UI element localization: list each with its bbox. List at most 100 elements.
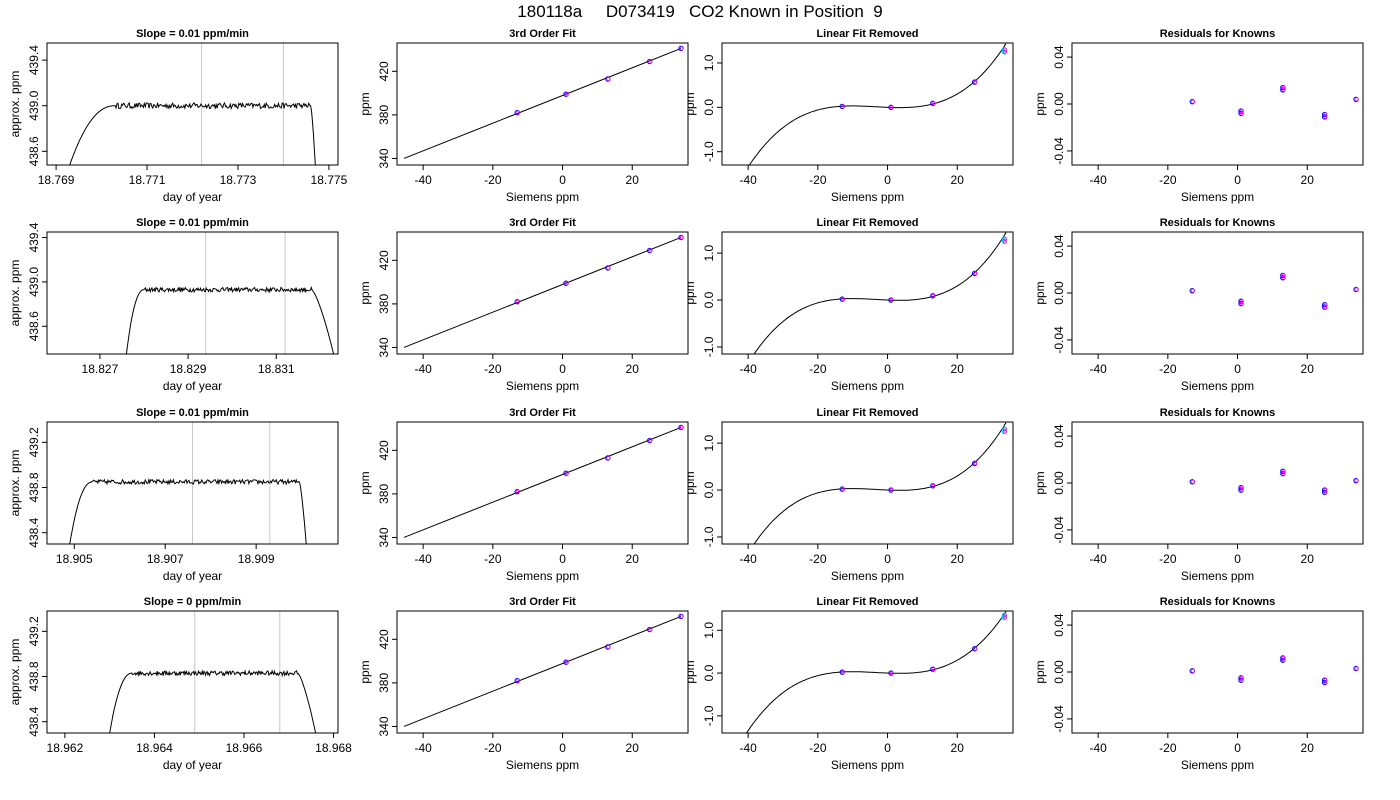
x-tick-label: -20 (484, 741, 502, 755)
x-tick-label: 18.775 (311, 173, 348, 187)
chart-panel: Residuals for Knowns Siemens ppm ppm -40 -20… (1033, 28, 1364, 204)
chart-panel: Residuals for Knowns Siemens ppm ppm -40 -20… (1033, 217, 1364, 393)
plot-frame (46, 421, 339, 545)
plot-frame (721, 610, 1014, 734)
chart-panel: Linear Fit Removed Siemens ppm ppm -40 -20 0 2… (683, 596, 1014, 772)
fit-curve (753, 232, 1007, 354)
data-point-overlay (606, 644, 611, 649)
x-tick-label: 18.909 (238, 552, 275, 566)
y-tick-label: -0.04 (1052, 516, 1066, 544)
data-point-overlay (648, 59, 653, 64)
data-point-overlay (840, 104, 845, 109)
x-tick-label: 0 (1234, 173, 1241, 187)
data-point-overlay (1002, 237, 1007, 241)
series-line (125, 285, 335, 354)
data-point-overlay (1323, 114, 1328, 119)
x-tick-label: -40 (1089, 741, 1107, 755)
y-axis-label: approx. ppm (8, 71, 22, 138)
figure-title: 180118a D073419 CO2 Known in Position 9 (517, 2, 883, 21)
panel-title: 3rd Order Fit (509, 28, 576, 40)
data-point-overlay (606, 455, 611, 460)
data-point-overlay (840, 487, 845, 492)
y-tick-label: 0.00 (1052, 281, 1066, 305)
plot-frame (1071, 42, 1364, 166)
y-tick-label: 439.4 (27, 45, 41, 75)
data-point-overlay (1190, 479, 1195, 484)
data-point-overlay (679, 425, 684, 430)
x-tick-label: 0 (884, 173, 891, 187)
y-tick-label: 438.6 (27, 136, 41, 166)
x-tick-label: -40 (1089, 173, 1107, 187)
x-tick-label: -40 (414, 362, 432, 376)
y-tick-label: 340 (377, 716, 391, 736)
data-point-overlay (1239, 678, 1244, 683)
y-tick-label: 420 (377, 61, 391, 81)
plot-frame (396, 421, 689, 545)
x-tick-label: -20 (484, 362, 502, 376)
x-axis-label: day of year (163, 379, 222, 393)
x-tick-label: 18.966 (226, 741, 263, 755)
data-point-overlay (931, 101, 936, 106)
x-tick-label: 0 (1234, 362, 1241, 376)
x-axis-label: Siemens ppm (1181, 758, 1254, 772)
data-point-overlay (679, 46, 684, 51)
x-tick-label: -20 (1159, 362, 1177, 376)
y-axis-label: ppm (1033, 471, 1047, 494)
x-axis-label: Siemens ppm (1181, 379, 1254, 393)
x-tick-label: -40 (414, 552, 432, 566)
plot-frame (721, 42, 1014, 166)
data-point-overlay (515, 489, 520, 494)
x-tick-label: -20 (809, 362, 827, 376)
y-axis-label: ppm (683, 92, 697, 115)
x-tick-label: -40 (1089, 362, 1107, 376)
x-tick-label: 20 (951, 173, 965, 187)
x-tick-label: 0 (559, 552, 566, 566)
panel-title: Residuals for Knowns (1160, 407, 1276, 419)
x-tick-label: 20 (1301, 741, 1315, 755)
y-tick-label: 0.04 (1052, 424, 1066, 448)
x-tick-label: -40 (414, 173, 432, 187)
x-tick-label: -20 (809, 173, 827, 187)
x-axis-label: Siemens ppm (831, 190, 904, 204)
panel-title: 3rd Order Fit (509, 217, 576, 229)
data-point-overlay (564, 281, 569, 286)
fit-line (403, 47, 682, 159)
x-axis-label: Siemens ppm (831, 379, 904, 393)
data-point-overlay (515, 110, 520, 115)
data-point-overlay (973, 271, 978, 276)
x-tick-label: 0 (884, 741, 891, 755)
panel-title: Slope = 0.01 ppm/min (136, 28, 249, 40)
x-axis-label: Siemens ppm (831, 758, 904, 772)
data-point-overlay (1354, 478, 1359, 483)
fit-line (403, 236, 682, 348)
y-tick-label: 420 (377, 440, 391, 460)
plot-frame (721, 421, 1014, 545)
x-tick-label: 0 (884, 362, 891, 376)
x-tick-label: -40 (739, 362, 757, 376)
data-point-overlay (1239, 111, 1244, 116)
plot-frame (1071, 610, 1364, 734)
y-tick-label: -0.04 (1052, 137, 1066, 165)
y-tick-label: 0.0 (702, 291, 716, 308)
y-axis-label: ppm (683, 281, 697, 304)
fit-curve (748, 43, 1007, 165)
y-tick-label: 0.04 (1052, 613, 1066, 637)
data-point-overlay (1323, 490, 1328, 495)
fit-line (403, 426, 682, 538)
x-tick-label: 18.905 (56, 552, 93, 566)
y-tick-label: 0.00 (1052, 92, 1066, 116)
panel-title: Residuals for Knowns (1160, 217, 1276, 229)
x-axis-label: Siemens ppm (506, 758, 579, 772)
x-axis-label: day of year (163, 190, 222, 204)
data-point-overlay (515, 678, 520, 683)
x-tick-label: 0 (1234, 552, 1241, 566)
chart-panel: Linear Fit Removed Siemens ppm ppm -40 -20 0 2… (683, 217, 1014, 393)
data-point-overlay (606, 265, 611, 270)
series-line (69, 477, 307, 544)
x-tick-label: 0 (559, 173, 566, 187)
data-point-overlay (1190, 668, 1195, 673)
data-point-overlay (1002, 47, 1007, 52)
y-tick-label: 1.0 (702, 244, 716, 261)
x-tick-label: 18.769 (38, 173, 75, 187)
y-tick-label: 438.4 (27, 517, 41, 547)
